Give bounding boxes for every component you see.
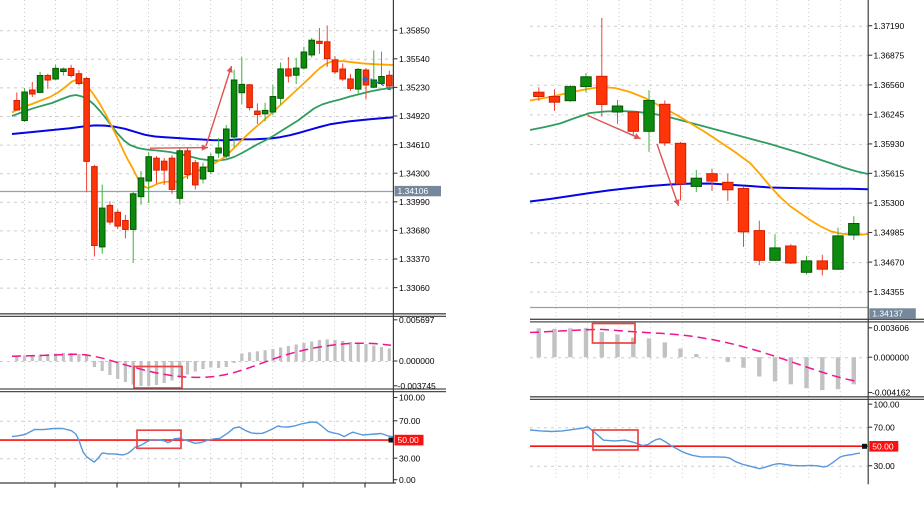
svg-text:0.000000: 0.000000: [399, 356, 435, 366]
svg-text:1.36560: 1.36560: [874, 80, 905, 90]
svg-text:30.00: 30.00: [399, 453, 421, 463]
svg-text:1.35850: 1.35850: [399, 25, 430, 35]
svg-text:1.37190: 1.37190: [874, 21, 905, 31]
svg-text:1.33370: 1.33370: [399, 254, 430, 264]
svg-text:1.34670: 1.34670: [874, 257, 905, 267]
svg-text:-0.004162: -0.004162: [872, 388, 911, 398]
svg-text:30.00: 30.00: [874, 461, 896, 471]
svg-text:-0.003745: -0.003745: [398, 381, 437, 391]
svg-text:0.000000: 0.000000: [874, 352, 910, 362]
svg-text:1.33060: 1.33060: [399, 283, 430, 293]
svg-text:1.34985: 1.34985: [874, 228, 905, 238]
svg-text:1.34355: 1.34355: [874, 287, 905, 297]
svg-text:1.34610: 1.34610: [399, 140, 430, 150]
svg-text:1.34137: 1.34137: [872, 309, 903, 319]
svg-text:1.35615: 1.35615: [874, 169, 905, 179]
svg-text:1.35300: 1.35300: [874, 198, 905, 208]
svg-text:50.00: 50.00: [872, 441, 894, 451]
svg-text:1.36875: 1.36875: [874, 51, 905, 61]
svg-text:1.35230: 1.35230: [399, 83, 430, 93]
svg-text:100.00: 100.00: [399, 393, 425, 403]
svg-text:1.34920: 1.34920: [399, 111, 430, 121]
svg-text:1.33680: 1.33680: [399, 226, 430, 236]
svg-text:0.003606: 0.003606: [874, 323, 910, 333]
svg-text:1.35540: 1.35540: [399, 54, 430, 64]
svg-text:1.34106: 1.34106: [398, 186, 429, 196]
svg-text:50.00: 50.00: [398, 435, 420, 445]
svg-text:1.36245: 1.36245: [874, 110, 905, 120]
svg-text:70.00: 70.00: [874, 422, 896, 432]
svg-text:1.34300: 1.34300: [399, 168, 430, 178]
svg-text:70.00: 70.00: [399, 416, 421, 426]
svg-text:1.35930: 1.35930: [874, 139, 905, 149]
svg-text:0.005697: 0.005697: [399, 315, 435, 325]
svg-text:1.33990: 1.33990: [399, 197, 430, 207]
svg-text:100.00: 100.00: [874, 399, 900, 409]
svg-text:0.00: 0.00: [399, 475, 416, 485]
